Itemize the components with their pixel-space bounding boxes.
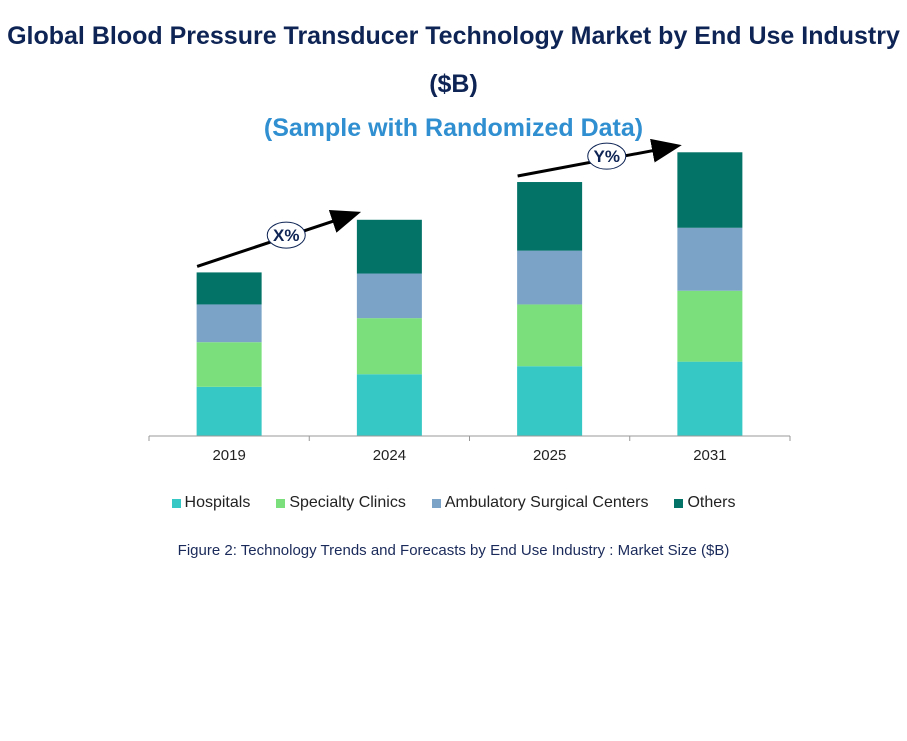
chart-title: Global Blood Pressure Transducer Technol…	[7, 22, 900, 98]
x-tick-label: 2031	[693, 447, 726, 464]
legend-swatch-hospitals	[171, 498, 181, 508]
bar-specialty-clinics-2031	[677, 290, 743, 362]
bar-specialty-clinics-2019	[196, 342, 262, 387]
bar-hospitals-2025	[517, 366, 583, 436]
bar-ambulatory-2024	[356, 273, 422, 319]
bar-ambulatory-2019	[196, 304, 262, 343]
legend-label-ambulatory: Ambulatory Surgical Centers	[444, 494, 649, 511]
legend-swatch-ambulatory	[431, 498, 441, 508]
bar-ambulatory-2031	[677, 227, 743, 291]
x-tick-label: 2019	[212, 447, 245, 464]
legend-item-specialty-clinics: Specialty Clinics	[276, 494, 406, 512]
chart-legend: Hospitals Specialty Clinics Ambulatory S…	[0, 494, 907, 512]
legend-item-others: Others	[674, 494, 735, 512]
bar-others-2024	[356, 219, 422, 274]
growth-2019-2024-label: X%	[273, 226, 299, 245]
bar-ambulatory-2025	[517, 250, 583, 305]
growth-2025-2031-label: Y%	[594, 147, 620, 166]
bar-others-2031	[677, 152, 743, 228]
bar-others-2019	[196, 272, 262, 305]
legend-item-ambulatory: Ambulatory Surgical Centers	[431, 494, 649, 512]
legend-swatch-others	[674, 498, 684, 508]
legend-item-hospitals: Hospitals	[171, 494, 251, 512]
bar-others-2025	[517, 182, 583, 251]
stacked-bar-chart: 2019 2024 2025 2031 X% Y%	[148, 138, 791, 464]
x-tick-label: 2024	[373, 447, 406, 464]
x-tick-label: 2025	[533, 447, 566, 464]
figure-caption: Figure 2: Technology Trends and Forecast…	[177, 542, 730, 559]
legend-label-specialty-clinics: Specialty Clinics	[289, 494, 406, 511]
bar-specialty-clinics-2025	[517, 304, 583, 367]
bar-hospitals-2024	[356, 374, 422, 436]
legend-label-others: Others	[687, 494, 736, 511]
bar-hospitals-2031	[677, 361, 743, 436]
legend-label-hospitals: Hospitals	[184, 494, 251, 511]
growth-2025-2031-label-oval	[587, 142, 627, 170]
legend-swatch-specialty-clinics	[276, 498, 286, 508]
bar-specialty-clinics-2024	[356, 318, 422, 375]
chart-subtitle: (Sample with Randomized Data)	[263, 114, 644, 142]
growth-2019-2024-label-oval	[266, 221, 306, 249]
bar-hospitals-2019	[196, 386, 262, 436]
